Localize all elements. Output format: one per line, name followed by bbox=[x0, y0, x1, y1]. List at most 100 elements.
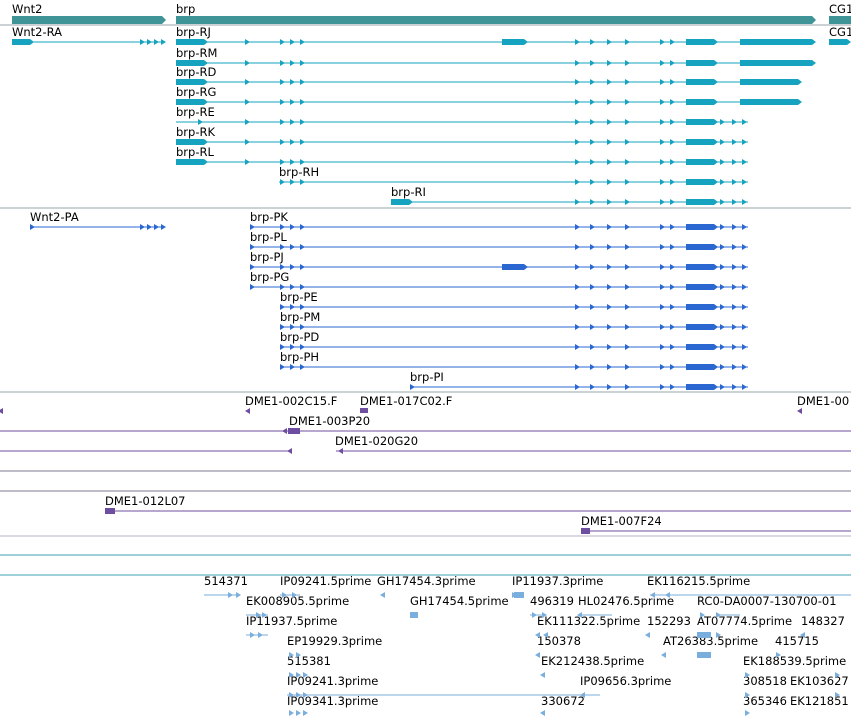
est-label[interactable]: GH17454.3prime bbox=[377, 574, 476, 588]
est-label[interactable]: EK111322.5prime bbox=[537, 614, 640, 628]
transcript-label[interactable]: brp-PI bbox=[410, 370, 444, 384]
est-label[interactable]: EK116215.5prime bbox=[647, 574, 750, 588]
est-label[interactable]: HL02476.5prime bbox=[578, 594, 674, 608]
strand-arrow-icon bbox=[280, 99, 285, 105]
est-label[interactable]: IP09656.3prime bbox=[580, 674, 671, 688]
strand-arrow-icon bbox=[670, 139, 675, 145]
transcript-label[interactable]: brp-RM bbox=[176, 46, 217, 60]
est-label[interactable]: EK103627 bbox=[790, 674, 849, 688]
est-label[interactable]: 148327 bbox=[801, 614, 845, 628]
strand-arrow-icon bbox=[625, 159, 630, 165]
est-label[interactable]: GH17454.5prime bbox=[410, 594, 509, 608]
transcript-label[interactable]: Wnt2-RA bbox=[12, 25, 62, 39]
strand-arrow-icon bbox=[742, 284, 747, 290]
exon-block bbox=[391, 199, 413, 205]
exon-block bbox=[686, 179, 718, 185]
est-label[interactable]: 415715 bbox=[775, 634, 819, 648]
strand-arrow-icon bbox=[575, 344, 580, 350]
gene-label-brp[interactable]: brp bbox=[176, 2, 195, 16]
clone-label[interactable]: DME1-020G20 bbox=[335, 434, 418, 448]
strand-arrow-icon bbox=[732, 119, 737, 125]
clone-label[interactable]: DME1-00 bbox=[797, 394, 849, 408]
transcript-label[interactable]: brp-PG bbox=[250, 270, 289, 284]
transcript-label-cg1[interactable]: CG1 bbox=[829, 25, 851, 39]
est-label[interactable]: IP09241.3prime bbox=[287, 674, 378, 688]
est-label[interactable]: IP09341.3prime bbox=[287, 694, 378, 708]
transcript-label[interactable]: brp-PK bbox=[250, 210, 288, 224]
clone-label[interactable]: DME1-007F24 bbox=[581, 514, 662, 528]
strand-arrow-left-icon bbox=[540, 672, 545, 678]
est-label[interactable]: EK188539.5prime bbox=[743, 654, 846, 668]
strand-arrow-icon bbox=[716, 632, 721, 638]
strand-arrow-icon bbox=[720, 244, 725, 250]
clone-label[interactable]: DME1-002C15.F bbox=[245, 394, 337, 408]
clone-label[interactable]: DME1-003P20 bbox=[289, 414, 370, 428]
est-label[interactable]: 514371 bbox=[204, 574, 248, 588]
transcript-label[interactable]: brp-PL bbox=[250, 230, 287, 244]
strand-arrow-icon bbox=[742, 139, 747, 145]
gene-label-cg1[interactable]: CG1 bbox=[829, 2, 851, 16]
est-label[interactable]: IP11937.3prime bbox=[512, 574, 603, 588]
strand-arrow-icon bbox=[835, 692, 840, 698]
clone-label[interactable]: DME1-017C02.F bbox=[360, 394, 452, 408]
strand-arrow-icon bbox=[670, 224, 675, 230]
strand-arrow-icon bbox=[660, 199, 665, 205]
transcript-label[interactable]: brp-RD bbox=[176, 65, 216, 79]
strand-arrow-icon bbox=[245, 60, 250, 66]
strand-arrow-icon bbox=[147, 39, 152, 45]
est-label[interactable]: RC0-DA0007-130700-01 bbox=[697, 594, 837, 608]
est-label[interactable]: 152293 bbox=[647, 614, 691, 628]
strand-arrow-icon bbox=[742, 264, 747, 270]
transcript-label[interactable]: brp-PD bbox=[280, 330, 319, 344]
transcript-label[interactable]: brp-PM bbox=[280, 310, 320, 324]
strand-arrow-left-icon bbox=[287, 448, 292, 454]
strand-arrow-icon bbox=[607, 60, 612, 66]
strand-arrow-icon bbox=[607, 79, 612, 85]
est-label[interactable]: EK212438.5prime bbox=[541, 654, 644, 668]
est-label[interactable]: 365346 bbox=[743, 694, 787, 708]
transcript-label[interactable]: brp-RK bbox=[176, 125, 215, 139]
strand-arrow-icon bbox=[296, 692, 301, 698]
est-label[interactable]: IP11937.5prime bbox=[246, 614, 337, 628]
est-label[interactable]: 150378 bbox=[537, 634, 581, 648]
transcript-label[interactable]: brp-RI bbox=[391, 185, 426, 199]
strand-arrow-icon bbox=[590, 324, 595, 330]
est-label[interactable]: EK121851 bbox=[790, 694, 849, 708]
est-label[interactable]: 515381 bbox=[287, 654, 331, 668]
transcript-label[interactable]: brp-PH bbox=[280, 350, 319, 364]
est-label[interactable]: 308518 bbox=[743, 674, 787, 688]
strand-arrow-icon bbox=[575, 284, 580, 290]
clone-end-marker bbox=[105, 508, 115, 514]
strand-arrow-icon bbox=[607, 99, 612, 105]
strand-arrow-icon bbox=[625, 179, 630, 185]
est-label[interactable]: 496319 bbox=[530, 594, 574, 608]
strand-arrow-icon bbox=[280, 139, 285, 145]
transcript-label[interactable]: brp-PJ bbox=[250, 250, 284, 264]
est-label[interactable]: AT26383.5prime bbox=[663, 634, 758, 648]
strand-arrow-icon bbox=[732, 139, 737, 145]
strand-arrow-left-icon bbox=[380, 592, 385, 598]
gene-label-wnt2[interactable]: Wnt2 bbox=[12, 2, 43, 16]
est-label[interactable]: EP19929.3prime bbox=[287, 634, 382, 648]
est-label[interactable]: AT07774.5prime bbox=[697, 614, 792, 628]
strand-arrow-icon bbox=[154, 224, 159, 230]
transcript-label[interactable]: Wnt2-PA bbox=[30, 210, 79, 224]
strand-arrow-icon bbox=[732, 344, 737, 350]
strand-arrow-icon bbox=[607, 119, 612, 125]
strand-arrow-icon bbox=[250, 264, 255, 270]
strand-arrow-icon bbox=[590, 364, 595, 370]
strand-arrow-icon bbox=[289, 652, 294, 658]
est-label[interactable]: 330672 bbox=[541, 694, 585, 708]
exon-block bbox=[829, 39, 851, 45]
transcript-label[interactable]: brp-PE bbox=[280, 290, 318, 304]
est-label[interactable]: EK008905.5prime bbox=[246, 594, 349, 608]
strand-arrow-icon bbox=[590, 199, 595, 205]
transcript-label[interactable]: brp-RH bbox=[279, 165, 319, 179]
strand-arrow-icon bbox=[590, 79, 595, 85]
clone-label[interactable]: DME1-012L07 bbox=[105, 494, 186, 508]
transcript-label[interactable]: brp-RG bbox=[176, 85, 216, 99]
transcript-label[interactable]: brp-RJ bbox=[176, 25, 211, 39]
est-label[interactable]: IP09241.5prime bbox=[280, 574, 371, 588]
transcript-label[interactable]: brp-RE bbox=[176, 105, 215, 119]
transcript-label[interactable]: brp-RL bbox=[176, 145, 214, 159]
